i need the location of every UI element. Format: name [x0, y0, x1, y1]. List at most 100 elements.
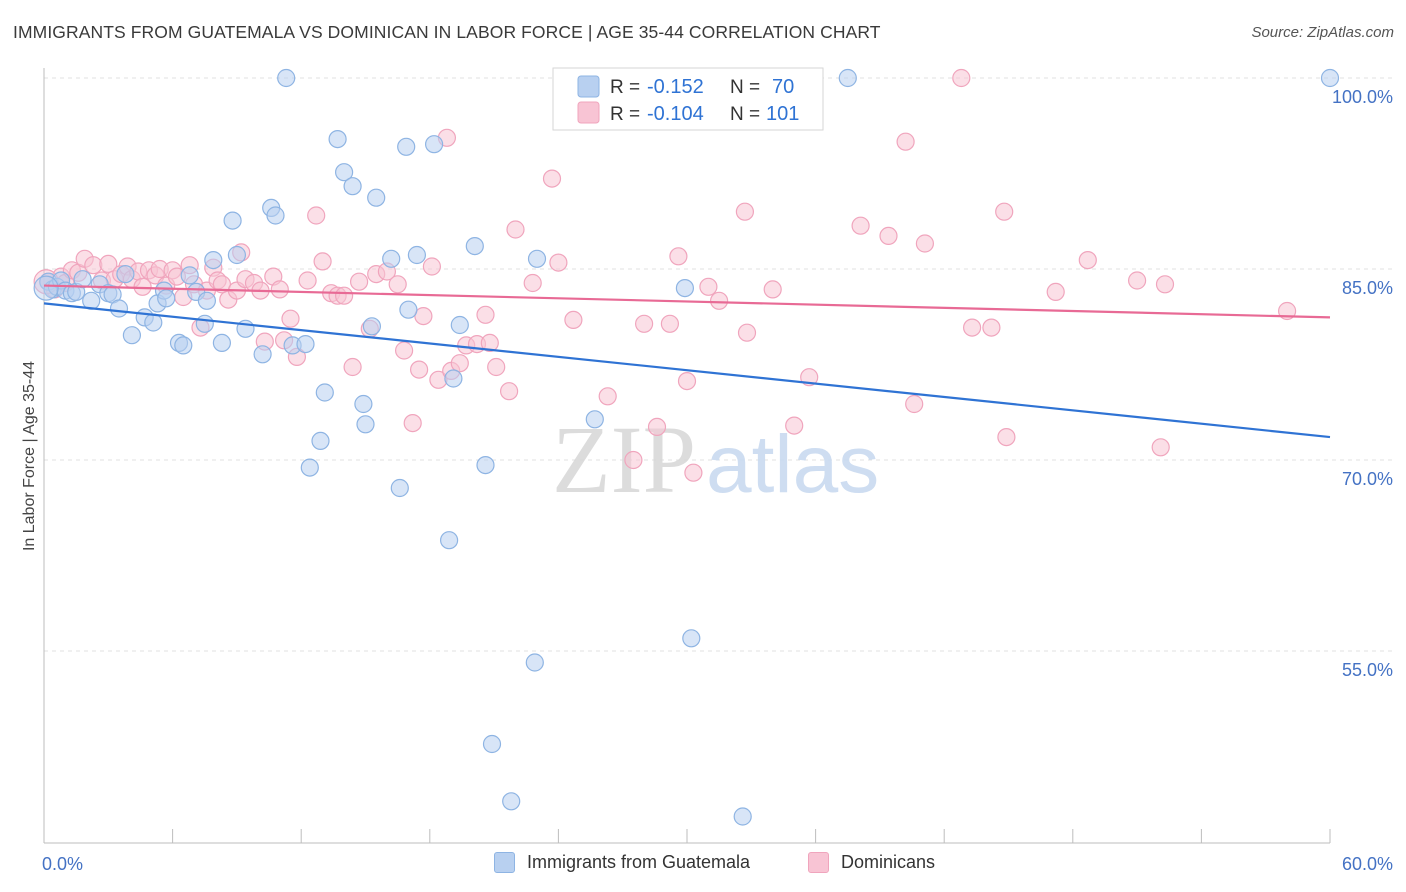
dominicans-point [896, 132, 915, 151]
guatemala-point [116, 265, 135, 284]
guatemala-point [223, 211, 242, 230]
guatemala-point [585, 410, 604, 429]
source-attribution: Source: ZipAtlas.com [1251, 24, 1394, 41]
guatemala-point [277, 68, 296, 88]
y-tick-label: 55.0% [1342, 660, 1393, 680]
guatemala-point [197, 291, 216, 310]
guatemala-point [482, 734, 502, 754]
dominicans-point [952, 68, 971, 88]
guatemala-point [407, 245, 426, 265]
dominicans-point [84, 256, 103, 275]
guatemala-point [180, 266, 199, 285]
dominicans-point [851, 216, 870, 235]
dominicans-trend-line [43, 284, 1331, 319]
guatemala-point [122, 326, 141, 345]
dominicans-point [422, 257, 441, 276]
y-tick-label: 100.0% [1332, 87, 1393, 107]
guatemala-point [157, 289, 176, 308]
tick-labels: 100.0% 85.0% 70.0% 55.0% 0.0% 60.0% [42, 87, 1393, 874]
dominicans-point [335, 286, 354, 305]
dominicans-point [410, 360, 429, 379]
dominicans-point [1155, 275, 1175, 294]
dominicans-point [564, 310, 583, 329]
guatemala-point [397, 137, 416, 156]
dominicans-point [523, 273, 542, 293]
guatemala-trend-line [43, 302, 1331, 439]
guatemala-point [212, 333, 231, 352]
guatemala-point [227, 245, 246, 265]
dominicans-point [549, 253, 568, 272]
dominicans-point [1046, 282, 1065, 301]
dominicans-point [995, 202, 1014, 221]
chart-title: IMMIGRANTS FROM GUATEMALA VS DOMINICAN I… [13, 22, 881, 42]
guatemala-point [675, 279, 695, 298]
dominicans-point [343, 357, 362, 377]
dominicans-point [962, 318, 982, 337]
legend-r-label-1: R = [610, 77, 640, 98]
dominicans-point [660, 314, 680, 333]
axes [43, 68, 1331, 844]
dominicans-point [313, 252, 332, 271]
guatemala-point [356, 415, 375, 434]
guatemala-point [465, 237, 484, 256]
x-tick-label: 60.0% [1342, 854, 1393, 874]
legend-r-value-1: -0.152 [647, 76, 704, 98]
guatemala-point [328, 130, 347, 149]
dominicans-point [414, 307, 433, 326]
dominicans-point [982, 318, 1001, 337]
guatemala-point [502, 792, 521, 811]
y-axis-label: In Labor Force | Age 35-44 [21, 361, 38, 551]
legend-swatch-pink [808, 852, 829, 873]
dominicans-point [1151, 438, 1170, 457]
dominicans-point [737, 323, 757, 342]
dominicans-point [506, 220, 525, 239]
stats-legend: R = -0.152 N = 70 R = -0.104 N = 101 [552, 67, 824, 131]
guatemala-point [73, 270, 92, 289]
dominicans-point [307, 206, 326, 225]
guatemala-point [144, 313, 163, 332]
guatemala-point [425, 135, 444, 154]
guatemala-point [315, 383, 334, 402]
guatemala-point [382, 249, 401, 268]
dominicans-point [634, 314, 654, 333]
guatemala-point [195, 314, 214, 333]
guatemala-point [399, 300, 418, 319]
guatemala-point [174, 336, 193, 355]
dominicans-point [647, 417, 667, 436]
dominicans-point [487, 357, 506, 377]
dominicans-point [699, 277, 718, 296]
guatemala-point [525, 653, 544, 672]
guatemala-point [266, 206, 285, 225]
dominicans-point [1078, 251, 1097, 270]
legend-swatch-blue [494, 852, 515, 873]
guatemala-point [311, 431, 330, 450]
trend-lines [43, 284, 1331, 439]
guatemala-point [733, 807, 752, 826]
dominicans-point [1127, 271, 1147, 290]
guatemala-point [204, 251, 223, 270]
guatemala-point [335, 163, 354, 182]
bottom-legend: Immigrants from Guatemala Dominicans [0, 852, 1406, 878]
legend-swatch-dominicans [577, 101, 600, 124]
dominicans-point [395, 341, 414, 360]
guatemala-point [440, 531, 459, 550]
legend-label-dominicans: Dominicans [841, 852, 936, 872]
dominicans-point [879, 226, 898, 245]
dominicans-point [542, 169, 562, 188]
guatemala-point [253, 345, 272, 364]
guatemala-point [527, 249, 547, 268]
x-tick-label: 0.0% [42, 854, 83, 874]
dominicans-point [476, 305, 495, 324]
dominicans-point [677, 372, 697, 391]
guatemala-point [1320, 68, 1340, 88]
dominicans-point [598, 387, 617, 406]
dominicans-point [905, 394, 924, 414]
gridlines [44, 77, 1395, 652]
guatemala-point [354, 394, 373, 414]
legend-n-label-1: N = [730, 77, 760, 98]
guatemala-point [390, 478, 409, 498]
legend-r-value-2: -0.104 [647, 103, 704, 125]
dominicans-point [709, 291, 729, 310]
dominicans-point [388, 275, 407, 294]
legend-n-value-2: 101 [766, 103, 799, 125]
